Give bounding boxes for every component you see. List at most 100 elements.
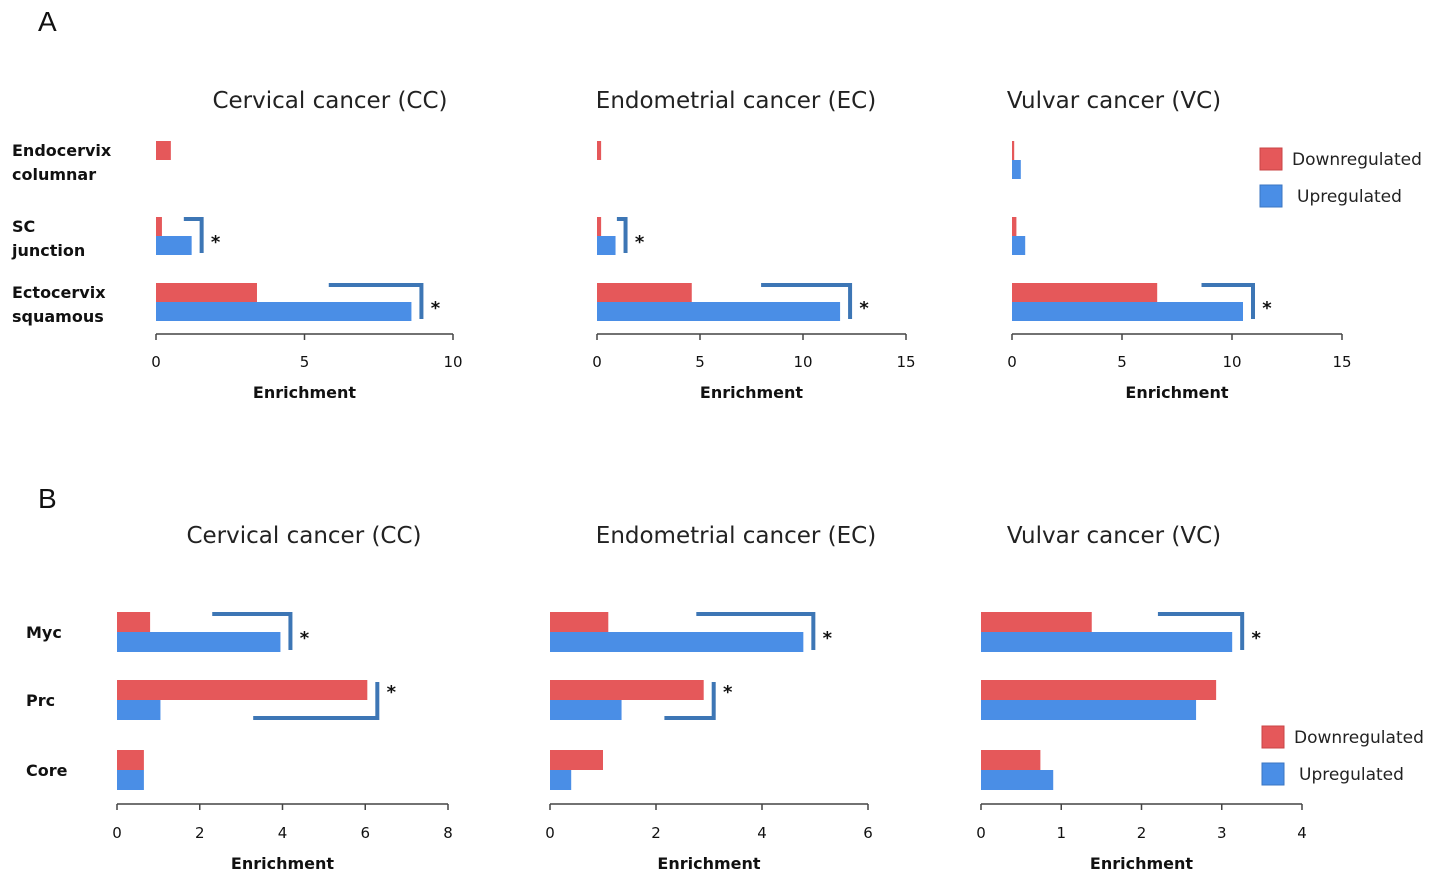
chart2-x-tick-label-1: 5 <box>1117 353 1127 371</box>
chart1-x-tick-label-0: 0 <box>592 353 602 371</box>
chart1-x-tick-label-2: 10 <box>793 353 812 371</box>
panel-letter-a: A <box>38 6 57 37</box>
chart0-category-label-1: SC junction <box>11 217 85 260</box>
chart3-x-tick-label-0: 0 <box>112 824 122 842</box>
chart1-bar-down-1 <box>597 217 602 236</box>
chart2-bar-down-0 <box>1012 141 1015 160</box>
chart1-bar-down-2 <box>597 283 692 302</box>
chart3-category-label-2: Core <box>26 761 68 780</box>
chart4-x-tick-label-2: 4 <box>757 824 767 842</box>
chart0-category-label-2: Ectocervix squamous <box>12 283 106 326</box>
chart4-x-tick-label-3: 6 <box>863 824 873 842</box>
chart4-significance-bracket-1 <box>664 682 716 720</box>
chart0-significance-star-2: * <box>431 298 441 319</box>
chart4-bar-down-1 <box>550 680 704 700</box>
chart5-x-tick-label-2: 2 <box>1137 824 1147 842</box>
chart3-x-tick-label-2: 4 <box>278 824 288 842</box>
chart4-bar-up-2 <box>550 770 572 790</box>
legend-b-down-swatch <box>1261 725 1285 749</box>
chart2-significance-star-2: * <box>1262 298 1272 319</box>
chart3-bar-up-0 <box>117 632 281 652</box>
chart3-category-label-1: Prc <box>26 691 55 710</box>
legend-a-up-label: Upregulated <box>1297 187 1402 207</box>
chart0-bar-down-1 <box>156 217 162 236</box>
chart5-x-tick-label-3: 3 <box>1217 824 1227 842</box>
chart2-x-tick-label-2: 10 <box>1222 353 1241 371</box>
chart4-bar-down-2 <box>550 750 603 770</box>
chart5-bar-up-2 <box>981 770 1054 790</box>
chart1-significance-star-2: * <box>859 298 869 319</box>
legend-a-down-swatch <box>1259 147 1283 171</box>
chart3-title: Cervical cancer (CC) <box>186 523 421 549</box>
chart3-category-label-0: Myc <box>26 623 62 642</box>
chart2-bar-down-1 <box>1012 217 1017 236</box>
chart4-title: Endometrial cancer (EC) <box>596 523 876 549</box>
chart3-x-tick-label-3: 6 <box>360 824 370 842</box>
chart1-significance-bracket-1 <box>616 217 628 253</box>
chart0-bar-down-2 <box>156 283 257 302</box>
chart3-bar-down-1 <box>117 680 368 700</box>
chart5-x-tick-label-0: 0 <box>976 824 986 842</box>
chart4-bar-up-1 <box>550 700 622 720</box>
chart5-bar-down-1 <box>981 680 1217 700</box>
chart5-x-tick-label-1: 1 <box>1056 824 1066 842</box>
chart4-x-tick-label-1: 2 <box>651 824 661 842</box>
chart2-significance-bracket-2 <box>1201 283 1255 319</box>
chart5-bar-down-2 <box>981 750 1041 770</box>
chart4-significance-star-1: * <box>723 682 733 703</box>
chart0-bar-up-2 <box>156 302 412 321</box>
legend-a-up-swatch <box>1259 184 1283 208</box>
chart1-x-axis-label: Enrichment <box>700 383 803 402</box>
chart3-x-tick-label-4: 8 <box>443 824 453 842</box>
chart5-title: Vulvar cancer (VC) <box>1007 523 1221 549</box>
chart0-x-axis-label: Enrichment <box>253 383 356 402</box>
chart2-x-tick-label-3: 15 <box>1332 353 1351 371</box>
legend-a-down-label: Downregulated <box>1292 150 1422 170</box>
chart1-significance-star-1: * <box>635 232 645 253</box>
panel-letter-b: B <box>38 483 57 514</box>
chart5-bar-up-0 <box>981 632 1233 652</box>
chart1-bar-down-0 <box>597 141 602 160</box>
chart0-x-tick-label-1: 5 <box>300 353 310 371</box>
chart0-bar-down-0 <box>156 141 171 160</box>
chart0-bar-up-1 <box>156 236 192 255</box>
legend-b-up-swatch <box>1261 762 1285 786</box>
chart4-significance-bracket-0 <box>696 612 816 650</box>
chart2-title: Vulvar cancer (VC) <box>1007 88 1221 114</box>
chart0-significance-bracket-1 <box>183 217 204 253</box>
chart1-bar-up-1 <box>597 236 616 255</box>
chart2-bar-up-0 <box>1012 160 1021 179</box>
chart5-bar-up-1 <box>981 700 1197 720</box>
chart3-x-tick-label-1: 2 <box>195 824 205 842</box>
chart5-x-tick-label-4: 4 <box>1297 824 1307 842</box>
chart1-x-tick-label-1: 5 <box>695 353 705 371</box>
chart2-bar-up-2 <box>1012 302 1243 321</box>
chart3-bar-up-1 <box>117 700 161 720</box>
chart4-significance-star-0: * <box>823 628 833 649</box>
chart1-x-tick-label-3: 15 <box>896 353 915 371</box>
chart5-significance-bracket-0 <box>1157 612 1245 650</box>
chart4-bar-up-0 <box>550 632 804 652</box>
chart4-bar-down-0 <box>550 612 609 632</box>
chart0-x-tick-label-0: 0 <box>151 353 161 371</box>
chart3-x-axis-label: Enrichment <box>231 854 334 873</box>
chart0-significance-bracket-2 <box>328 283 424 319</box>
chart2-x-axis-label: Enrichment <box>1125 383 1228 402</box>
chart3-significance-star-1: * <box>387 682 397 703</box>
chart4-x-tick-label-0: 0 <box>545 824 555 842</box>
chart4-x-axis-label: Enrichment <box>657 854 760 873</box>
legend-b-up-label: Upregulated <box>1299 765 1404 785</box>
chart2-bar-down-2 <box>1012 283 1158 302</box>
chart2-x-tick-label-0: 0 <box>1007 353 1017 371</box>
chart3-significance-bracket-0 <box>212 612 293 650</box>
chart5-significance-star-0: * <box>1251 628 1261 649</box>
chart1-significance-bracket-2 <box>761 283 853 319</box>
chart5-x-axis-label: Enrichment <box>1090 854 1193 873</box>
chart0-significance-star-1: * <box>211 232 221 253</box>
legend-b-down-label: Downregulated <box>1294 728 1424 748</box>
chart1-bar-up-2 <box>597 302 841 321</box>
chart3-bar-up-2 <box>117 770 144 790</box>
chart3-significance-bracket-1 <box>253 682 380 720</box>
chart3-significance-star-0: * <box>300 628 310 649</box>
